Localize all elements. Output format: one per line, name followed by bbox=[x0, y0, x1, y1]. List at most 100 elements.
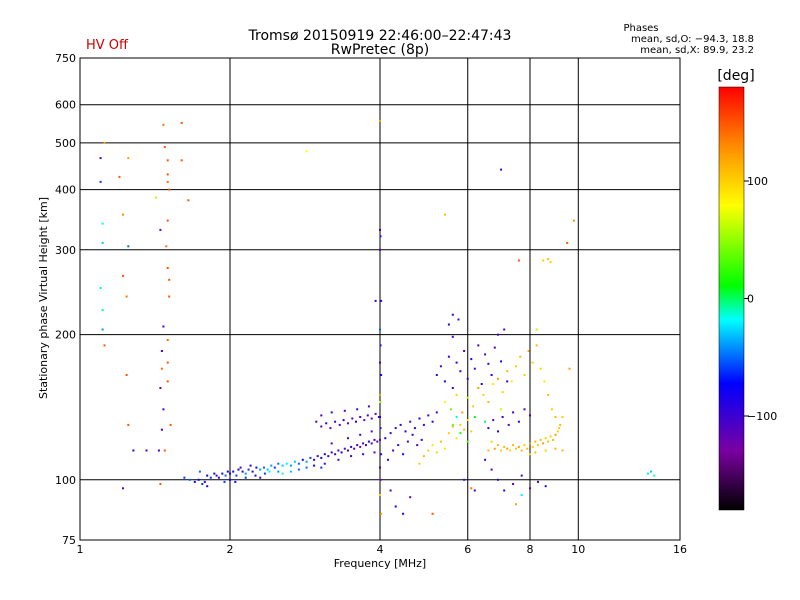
echo-point bbox=[422, 423, 425, 426]
echo-point bbox=[510, 380, 513, 383]
echo-point bbox=[497, 444, 499, 447]
echo-point bbox=[347, 437, 349, 440]
echo-point bbox=[366, 414, 369, 417]
echo-point bbox=[515, 365, 517, 368]
echo-point bbox=[529, 414, 531, 417]
echo-point bbox=[379, 416, 381, 418]
echo-point bbox=[165, 245, 168, 248]
echo-point bbox=[213, 472, 216, 475]
x-tick-labels: 1 2 4 6 8 10 16 bbox=[77, 543, 688, 556]
echo-point bbox=[549, 261, 552, 263]
echo-point bbox=[101, 328, 104, 331]
echo-point bbox=[566, 241, 569, 244]
echo-point bbox=[449, 408, 452, 411]
echo-point bbox=[552, 438, 555, 441]
echo-point bbox=[387, 458, 389, 461]
echo-point bbox=[367, 405, 370, 408]
echo-point bbox=[154, 196, 157, 199]
echo-point bbox=[547, 258, 550, 261]
echo-point bbox=[374, 412, 377, 415]
echo-point bbox=[384, 437, 387, 440]
echo-point bbox=[229, 478, 231, 481]
echo-point bbox=[203, 480, 206, 483]
echo-point bbox=[466, 440, 469, 443]
echo-point bbox=[470, 430, 473, 433]
echo-point bbox=[409, 496, 412, 499]
echo-point bbox=[492, 383, 495, 385]
echo-point bbox=[343, 447, 346, 450]
echo-point bbox=[244, 472, 247, 475]
echo-point bbox=[459, 432, 462, 435]
echo-point bbox=[169, 423, 172, 426]
echo-point bbox=[334, 453, 337, 456]
echo-point bbox=[379, 248, 381, 251]
echo-point bbox=[320, 425, 323, 428]
echo-point bbox=[217, 476, 220, 479]
echo-point bbox=[281, 472, 284, 475]
echo-point bbox=[402, 512, 405, 515]
echo-point bbox=[247, 468, 250, 471]
echo-point bbox=[343, 409, 346, 412]
echo-point bbox=[473, 489, 476, 492]
echo-point bbox=[380, 299, 383, 302]
echo-point bbox=[406, 440, 409, 443]
echo-point bbox=[132, 449, 135, 452]
echo-point bbox=[379, 466, 381, 469]
echo-point bbox=[281, 464, 284, 467]
echo-point bbox=[168, 188, 171, 191]
echo-point bbox=[477, 387, 480, 389]
echo-point bbox=[487, 362, 490, 365]
echo-point bbox=[535, 344, 538, 347]
echo-point bbox=[477, 344, 480, 347]
echo-point bbox=[337, 449, 340, 452]
echo-point bbox=[168, 278, 171, 281]
echo-point bbox=[463, 428, 466, 431]
echo-point bbox=[547, 440, 550, 443]
echo-point bbox=[466, 396, 469, 399]
echo-point bbox=[501, 416, 504, 418]
echo-point bbox=[379, 427, 382, 430]
echo-point bbox=[166, 159, 169, 162]
echo-point bbox=[447, 355, 450, 358]
echo-point bbox=[268, 470, 271, 473]
echo-point bbox=[503, 445, 506, 448]
echo-point bbox=[323, 462, 326, 465]
echo-point bbox=[323, 453, 326, 456]
phases-title: Phases bbox=[623, 23, 658, 34]
echo-point bbox=[559, 423, 562, 426]
echo-point bbox=[463, 478, 466, 481]
echo-point bbox=[379, 393, 381, 396]
echo-point bbox=[239, 466, 242, 469]
echo-point bbox=[101, 309, 104, 311]
echo-point bbox=[389, 489, 392, 492]
echo-point bbox=[447, 323, 450, 326]
echo-point bbox=[221, 472, 224, 475]
echo-point bbox=[554, 416, 557, 418]
echo-point bbox=[159, 228, 162, 231]
echo-point bbox=[99, 180, 102, 183]
echo-point bbox=[431, 512, 434, 515]
echo-point bbox=[537, 444, 539, 447]
echo-point bbox=[305, 150, 308, 153]
echo-point bbox=[329, 427, 332, 430]
echo-point bbox=[539, 367, 542, 370]
echo-point bbox=[482, 393, 485, 396]
echo-point bbox=[389, 432, 392, 435]
y-tick-label: 400 bbox=[55, 184, 76, 197]
echo-point bbox=[544, 437, 547, 440]
x-tick-label: 6 bbox=[464, 543, 471, 556]
echo-point bbox=[459, 423, 462, 426]
echo-point bbox=[529, 442, 531, 445]
echo-point bbox=[277, 462, 280, 465]
echo-point bbox=[379, 328, 381, 331]
echo-point bbox=[520, 449, 523, 452]
echo-point bbox=[166, 361, 169, 364]
echo-point bbox=[484, 458, 487, 461]
echo-point bbox=[451, 335, 454, 338]
echo-point bbox=[543, 380, 546, 383]
echo-point bbox=[379, 344, 382, 347]
colorbar-ticks: 100 0 −100 bbox=[744, 175, 777, 423]
echo-point bbox=[359, 416, 362, 418]
echo-point bbox=[241, 470, 244, 473]
